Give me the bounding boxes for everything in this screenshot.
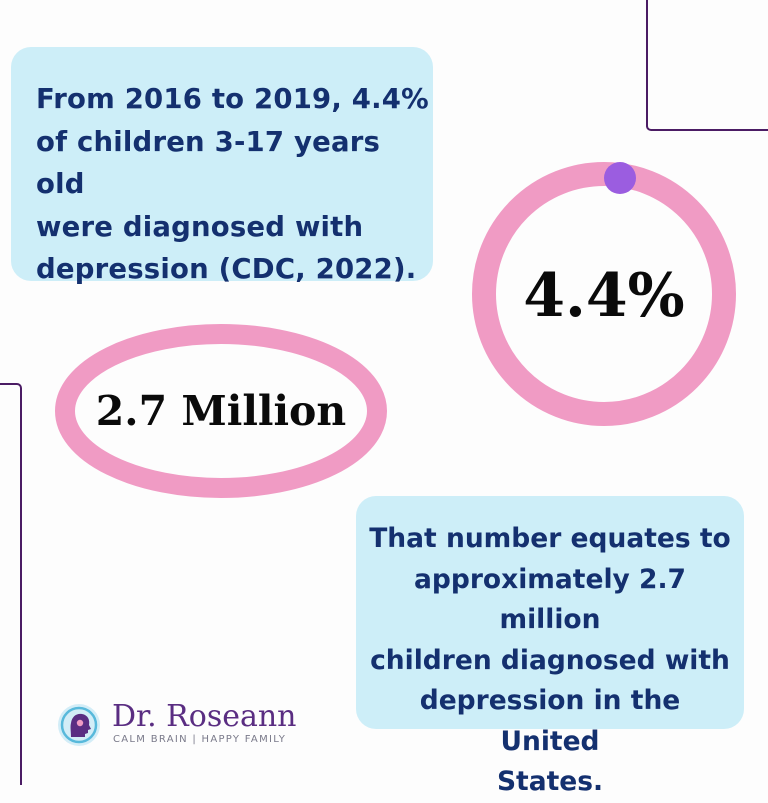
top-info-text: From 2016 to 2019, 4.4% of children 3-17…: [36, 83, 429, 285]
percent-ring: [472, 162, 736, 426]
decorative-corner-line-top-right: [646, 0, 768, 131]
million-ellipse: [55, 324, 387, 498]
head-silhouette-logo-icon: [58, 704, 100, 746]
bottom-info-card: That number equates to approximately 2.7…: [356, 496, 744, 797]
million-stat-value: 2.7 Million: [95, 387, 347, 435]
bottom-info-text: That number equates to approximately 2.7…: [369, 523, 731, 797]
stat-rings: [55, 162, 736, 498]
top-info-card: From 2016 to 2019, 4.4% of children 3-17…: [11, 47, 433, 285]
brand-logo: Dr. Roseann CALM BRAIN | HAPPY FAMILY: [57, 698, 317, 748]
decorative-corner-line-left: [0, 383, 22, 785]
percent-ring-marker: [604, 162, 636, 194]
brand-tagline: CALM BRAIN | HAPPY FAMILY: [113, 734, 287, 745]
percent-stat-value: 4.4%: [523, 261, 685, 331]
brand-name: Dr. Roseann: [112, 699, 297, 734]
